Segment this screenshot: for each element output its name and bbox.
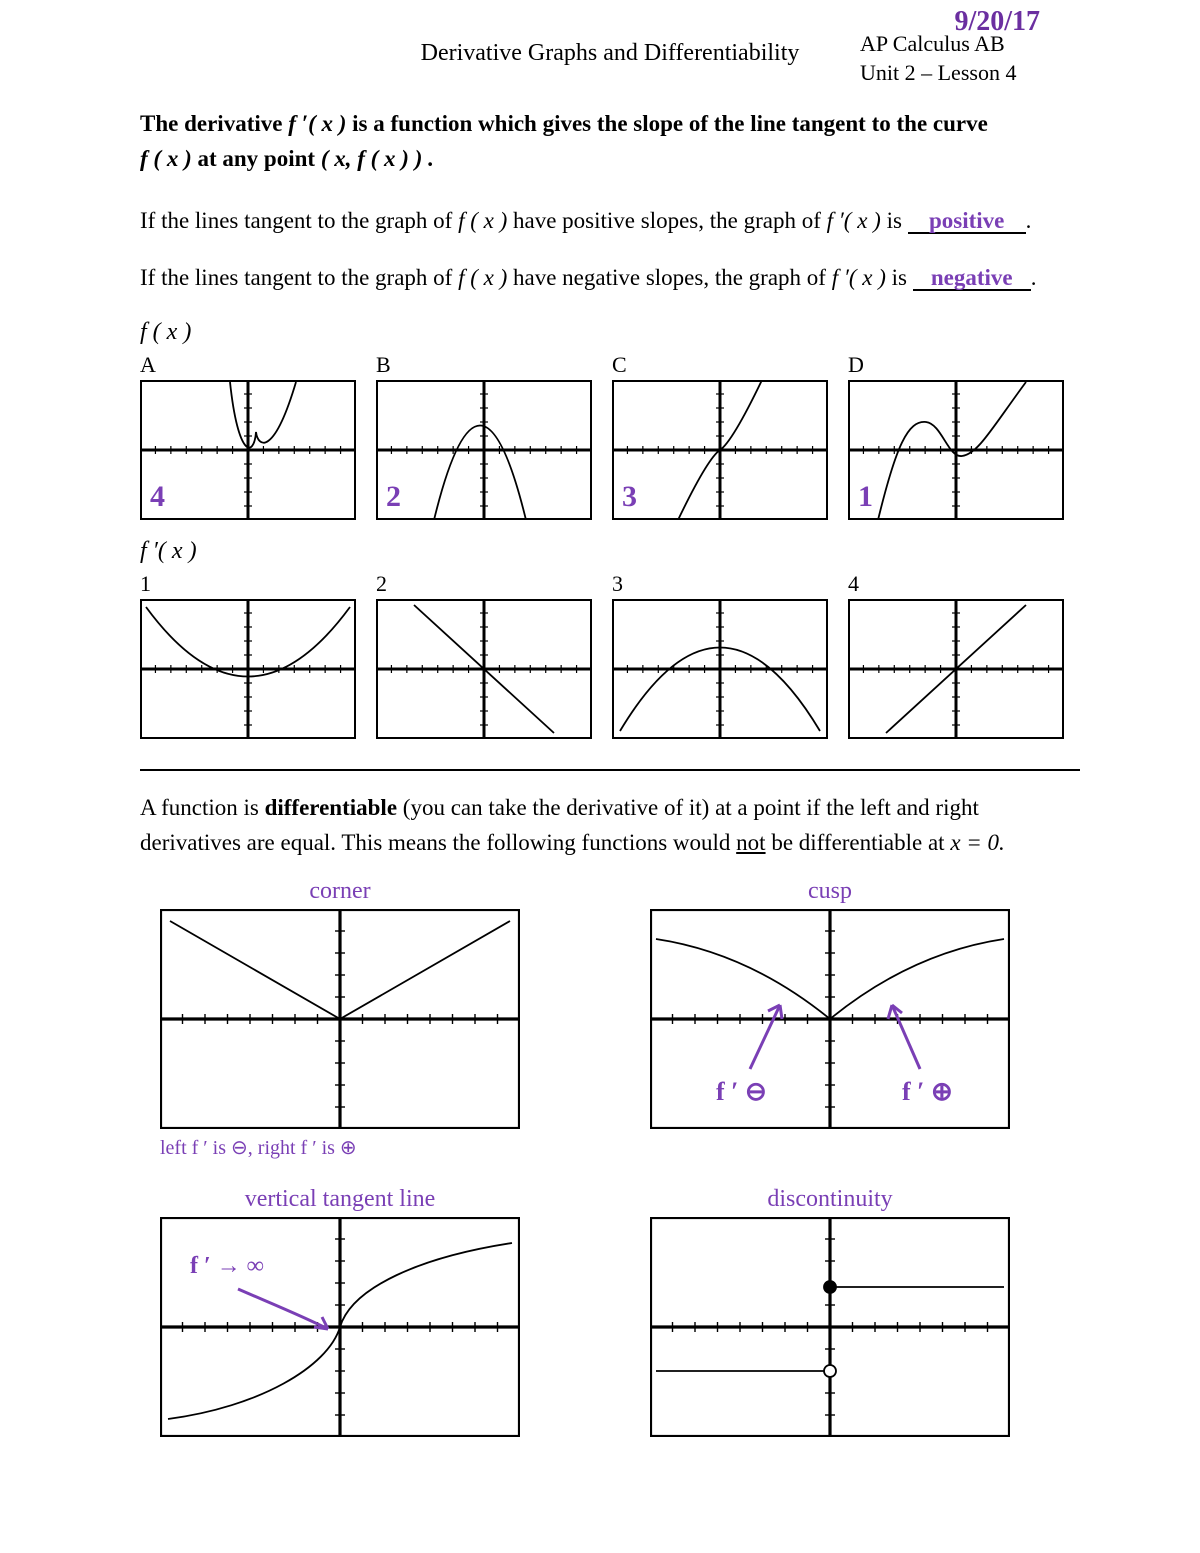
f-graphs-row: A 4 B 2 C 3 D 1 [140,352,1080,520]
unit-lesson: Unit 2 – Lesson 4 [860,59,1080,88]
graph-cell-C: C 3 [612,352,828,520]
graph-label: 1 [140,571,356,597]
graph-B [376,380,592,520]
graph-label: B [376,352,592,378]
graph-2 [376,599,592,739]
graph-1 [140,599,356,739]
corner-label: corner [160,878,520,905]
nondiff-row-2: vertical tangent line f ′ → ∞ discontinu… [160,1186,1080,1437]
blank-negative: negative [913,266,1031,291]
positive-slope-rule: If the lines tangent to the graph of f (… [140,204,1080,239]
worksheet-page: Derivative Graphs and Differentiability … [0,0,1200,1553]
corner-note: left f ′ is ⊖, right f ′ is ⊕ [160,1135,520,1160]
vtan-label: vertical tangent line [160,1186,520,1213]
graph-cell-A: A 4 [140,352,356,520]
fprime-row-label: f ′( x ) [140,538,1080,565]
match-answer: 2 [386,480,401,514]
graph-cell-2: 2 [376,571,592,739]
section-divider [140,769,1080,771]
graph-A [140,380,356,520]
graph-cell-B: B 2 [376,352,592,520]
nondiff-graph-cusp [650,909,1010,1129]
graph-D [848,380,1064,520]
cusp-label: cusp [650,878,1010,905]
graph-label: C [612,352,828,378]
graph-4 [848,599,1064,739]
corner-graph-cell: corner left f ′ is ⊖, right f ′ is ⊕ [160,878,520,1160]
match-answer: 3 [622,480,637,514]
fprime-graphs-row: 1 2 3 4 [140,571,1080,739]
graph-label: A [140,352,356,378]
nondiff-graph-corner [160,909,520,1129]
match-answer: 1 [858,480,873,514]
page-title: Derivative Graphs and Differentiability [360,30,860,67]
header-right: 9/20/17 AP Calculus AB Unit 2 – Lesson 4 [860,30,1080,87]
differentiability-text: A function is differentiable (you can ta… [140,791,1080,860]
cusp-right-sign: f ′ ⊕ [902,1077,953,1107]
nondiff-graph-vtan [160,1217,520,1437]
cusp-graph-cell: cusp f ′ ⊖ f ′ ⊕ [650,878,1010,1160]
blank-positive: positive [908,209,1026,234]
vtan-graph-cell: vertical tangent line f ′ → ∞ [160,1186,520,1437]
vtan-note: f ′ → ∞ [190,1253,264,1280]
header: Derivative Graphs and Differentiability … [140,30,1080,87]
graph-label: 4 [848,571,1064,597]
nondiff-row-1: corner left f ′ is ⊖, right f ′ is ⊕ cus… [160,878,1080,1160]
cusp-left-sign: f ′ ⊖ [716,1077,767,1107]
f-row-label: f ( x ) [140,319,1080,346]
handwritten-date: 9/20/17 [954,4,1040,40]
discontinuity-graph-cell: discontinuity [650,1186,1010,1437]
graph-C [612,380,828,520]
disc-label: discontinuity [650,1186,1010,1213]
graph-label: 2 [376,571,592,597]
graph-cell-D: D 1 [848,352,1064,520]
graph-cell-4: 4 [848,571,1064,739]
graph-cell-3: 3 [612,571,828,739]
negative-slope-rule: If the lines tangent to the graph of f (… [140,261,1080,296]
nondiff-graph-jump [650,1217,1010,1437]
intro-statement: The derivative f ′( x ) is a function wh… [140,107,1080,176]
match-answer: 4 [150,480,165,514]
graph-label: D [848,352,1064,378]
graph-cell-1: 1 [140,571,356,739]
graph-3 [612,599,828,739]
graph-label: 3 [612,571,828,597]
